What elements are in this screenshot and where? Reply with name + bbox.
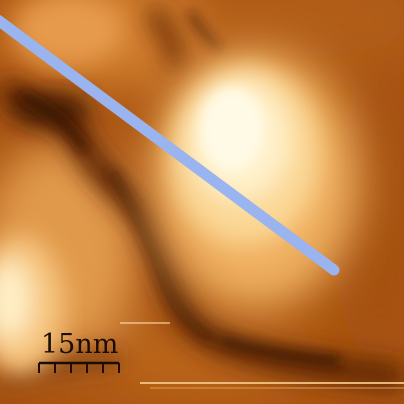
scale-bar: 15nm [38, 330, 122, 378]
scale-bar-label: 15nm [41, 330, 118, 360]
scale-bar-ruler [38, 361, 120, 375]
